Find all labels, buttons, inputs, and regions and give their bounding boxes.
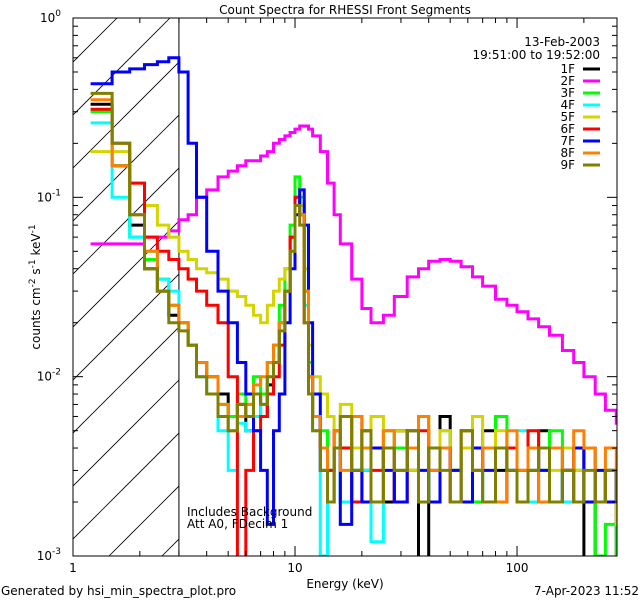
series-line-2F: [90, 124, 617, 425]
x-tick-label: 1: [69, 561, 77, 575]
date-label: 13-Feb-2003: [524, 35, 600, 49]
legend-label-2F: 2F: [560, 74, 575, 88]
hatch-line: [73, 18, 118, 63]
y-tick-label: 10-3: [37, 547, 61, 563]
x-tick-label: 100: [506, 561, 529, 575]
hatch-line: [73, 167, 179, 275]
hatch-line: [73, 379, 179, 487]
legend-label-6F: 6F: [560, 122, 575, 136]
y-tick-label: 10-2: [37, 368, 61, 384]
hatch-line: [73, 273, 179, 381]
footer-timestamp: 7-Apr-2023 11:52: [534, 584, 639, 598]
y-tick-label: 10-1: [37, 188, 61, 204]
annotation-attenuator: Att A0, FDecim 1: [187, 517, 288, 531]
chart-title: Count Spectra for RHESSI Front Segments: [219, 3, 471, 17]
series-line-6F: [90, 107, 617, 556]
legend-label-3F: 3F: [560, 86, 575, 100]
legend-label-9F: 9F: [560, 158, 575, 172]
legend-label-7F: 7F: [560, 134, 575, 148]
legend-label-1F: 1F: [560, 62, 575, 76]
series-line-9F: [90, 91, 617, 504]
y-axis-label: counts cm-2 s-1 keV-1: [28, 224, 43, 349]
plot-frame: [72, 17, 618, 557]
hatch-line: [73, 432, 179, 540]
footer-generated-by: Generated by hsi_min_spectra_plot.pro: [1, 584, 236, 598]
legend-label-4F: 4F: [560, 98, 575, 112]
legend-label-8F: 8F: [560, 146, 575, 160]
legend-label-5F: 5F: [560, 110, 575, 124]
time-range-label: 19:51:00 to 19:52:00: [473, 48, 600, 62]
annotation-background: Includes Background: [187, 505, 312, 519]
series-group: [90, 56, 617, 556]
x-tick-label: 10: [287, 561, 302, 575]
y-tick-label: 100: [40, 9, 61, 25]
x-axis-label: Energy (keV): [306, 577, 383, 591]
hatch-line: [73, 18, 171, 116]
axes: 1 10 100 100 10-1 10-2 10-3: [37, 9, 617, 575]
